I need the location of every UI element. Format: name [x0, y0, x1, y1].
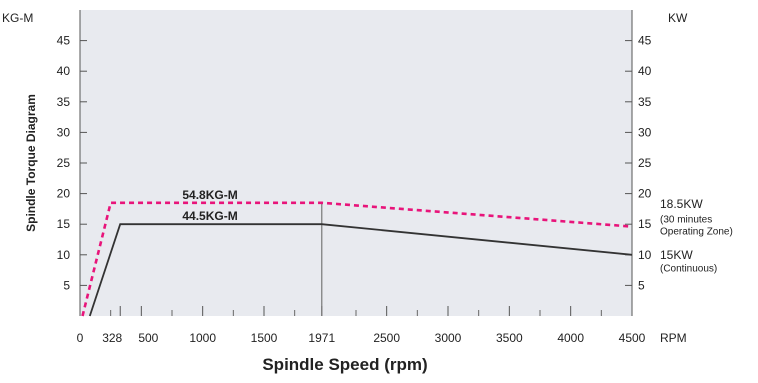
continuous-torque-series-line [88, 223, 633, 317]
y-left-tick-label: 45 [57, 34, 71, 48]
x-unit-label: RPM [660, 331, 687, 345]
y-right-tick-label: 25 [638, 156, 652, 170]
y-left-unit-label: KG-M [2, 11, 33, 25]
right-annotation: 15KW [660, 248, 693, 262]
x-tick-label: 1000 [189, 331, 216, 345]
x-axis-title: Spindle Speed (rpm) [262, 355, 427, 374]
x-tick-label: 3000 [435, 331, 462, 345]
y-left-tick-label: 10 [57, 248, 71, 262]
y-right-tick-label: 30 [638, 125, 652, 139]
y-right-tick-label: 40 [638, 64, 652, 78]
y-right-tick-label: 45 [638, 34, 652, 48]
peak-torque-series-line [81, 201, 633, 317]
x-tick-label: 4500 [619, 331, 646, 345]
x-tick-label: 328 [102, 331, 122, 345]
right-annotation: Operating Zone) [660, 227, 733, 238]
y-left-tick-label: 30 [57, 125, 71, 139]
y-right-tick-label: 15 [638, 217, 652, 231]
right-annotation: (Continuous) [660, 263, 717, 274]
right-annotation: (30 minutes [660, 214, 712, 225]
x-tick-label: 500 [138, 331, 158, 345]
x-tick-label: 3500 [496, 331, 523, 345]
continuous-torque-label: 44.5KG-M [182, 209, 237, 223]
y-left-tick-label: 5 [63, 278, 70, 292]
y-right-tick-label: 20 [638, 187, 652, 201]
plot-area [80, 10, 632, 316]
y-right-tick-label: 10 [638, 248, 652, 262]
y-right-unit-label: KW [668, 11, 688, 25]
y-left-tick-label: 20 [57, 187, 71, 201]
y-left-tick-label: 35 [57, 95, 71, 109]
peak-torque-label: 54.8KG-M [182, 188, 237, 202]
right-annotation: 18.5KW [660, 197, 703, 211]
y-left-tick-label: 25 [57, 156, 71, 170]
x-tick-label: 1971 [308, 331, 335, 345]
y-right-tick-label: 5 [638, 278, 645, 292]
y-axis-title: Spindle Torque Diagram [24, 94, 38, 232]
y-right-tick-label: 35 [638, 95, 652, 109]
y-left-tick-label: 15 [57, 217, 71, 231]
y-left-tick-label: 40 [57, 64, 71, 78]
x-tick-label: 2500 [373, 331, 400, 345]
x-tick-label: 0 [77, 331, 84, 345]
x-tick-label: 1500 [251, 331, 278, 345]
x-tick-label: 4000 [557, 331, 584, 345]
